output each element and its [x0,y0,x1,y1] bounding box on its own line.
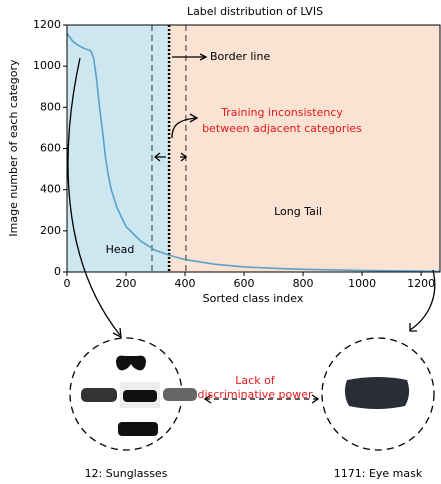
region [67,25,169,272]
arrowhead [113,328,121,337]
region-label: Head [106,243,135,256]
annotation: Lack of [235,374,276,387]
annotation: Border line [210,50,270,63]
y-axis-label: Image number of each category [7,59,20,237]
x-tick-label: 600 [234,277,255,290]
y-tick-label: 0 [54,265,61,278]
annotation: Training inconsistency [220,106,343,119]
y-tick-label: 200 [40,224,61,237]
x-axis-label: Sorted class index [203,292,304,305]
x-tick-label: 400 [175,277,196,290]
y-tick-label: 1200 [33,18,61,31]
example-label: 12: Sunglasses [85,467,168,480]
x-tick-label: 0 [64,277,71,290]
x-tick-label: 1000 [348,277,376,290]
example-label: 1171: Eye mask [334,467,423,480]
region-label: Long Tail [274,205,322,218]
annotation: between adjacent categories [202,122,362,135]
y-tick-label: 400 [40,183,61,196]
chart: Label distribution of LVIS Sorted class … [0,0,441,484]
chart-title: Label distribution of LVIS [187,5,323,18]
x-tick-label: 1200 [407,277,435,290]
x-tick-label: 800 [293,277,314,290]
y-tick-label: 600 [40,142,61,155]
plot-area: Head Long Tail 0 200 400 600 800 1000 1200 0 200 40… [33,18,440,290]
annotation: discriminative power [197,388,312,401]
x-tick-label: 200 [116,277,137,290]
y-tick-label: 1000 [33,59,61,72]
y-tick-label: 800 [40,100,61,113]
